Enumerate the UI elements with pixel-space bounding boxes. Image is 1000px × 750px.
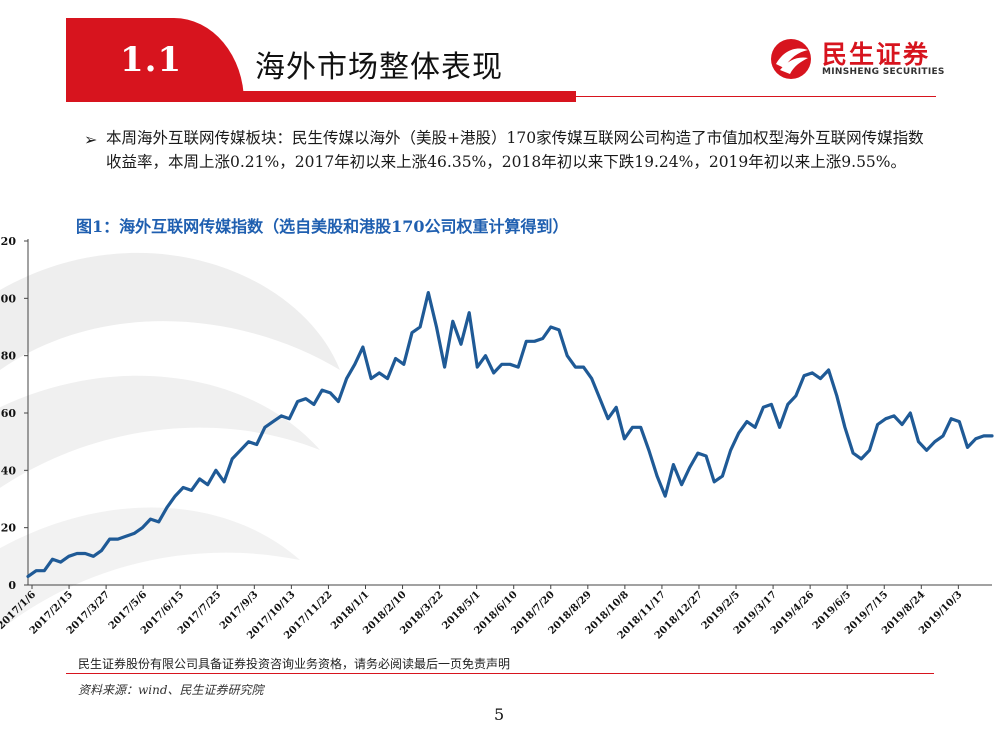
disclaimer-text: 民生证券股份有限公司具备证券投资咨询业务资格，请务必阅读最后一页免责声明 — [78, 657, 511, 671]
header-red-bar — [66, 91, 576, 102]
source-note: 资料来源：wind、民生证券研究院 — [78, 683, 264, 697]
logo-english-name: MINSHENG SECURITIES — [822, 67, 945, 77]
y-axis: 0 20 40 60 80 100 120 — [0, 235, 29, 592]
page-number: 5 — [494, 705, 505, 724]
figure-title: 图1：海外互联网传媒指数（选自美股和港股170公司权重计算得到） — [76, 217, 569, 236]
y-tick-label: 40 — [1, 464, 17, 477]
y-tick-label: 120 — [0, 235, 16, 248]
section-number: 1.1 — [120, 40, 183, 80]
y-tick-label: 0 — [8, 579, 16, 592]
y-tick-label: 60 — [1, 407, 17, 420]
header-divider — [576, 96, 936, 97]
y-tick-label: 80 — [1, 350, 17, 363]
x-axis: 2017/1/62017/2/152017/3/272017/5/62017/6… — [0, 584, 992, 642]
section-title: 海外市场整体表现 — [255, 50, 503, 85]
minsheng-logo-icon — [771, 39, 811, 79]
series-line-1 — [26, 290, 994, 578]
index-line-chart: 0 20 40 60 80 100 120 2017/1/62017/2/152017/3/… — [0, 235, 994, 642]
series-group — [26, 290, 994, 578]
logo-chinese-name: 民生证券 — [822, 40, 931, 69]
y-tick-label: 20 — [1, 522, 17, 535]
footer-divider — [66, 673, 934, 674]
y-tick-label: 100 — [0, 292, 16, 305]
summary-paragraph: 本周海外互联网传媒板块：民生传媒以海外（美股+港股）170家传媒互联网公司构造了… — [106, 129, 924, 171]
bullet-arrow-icon: ➢ — [84, 130, 98, 149]
